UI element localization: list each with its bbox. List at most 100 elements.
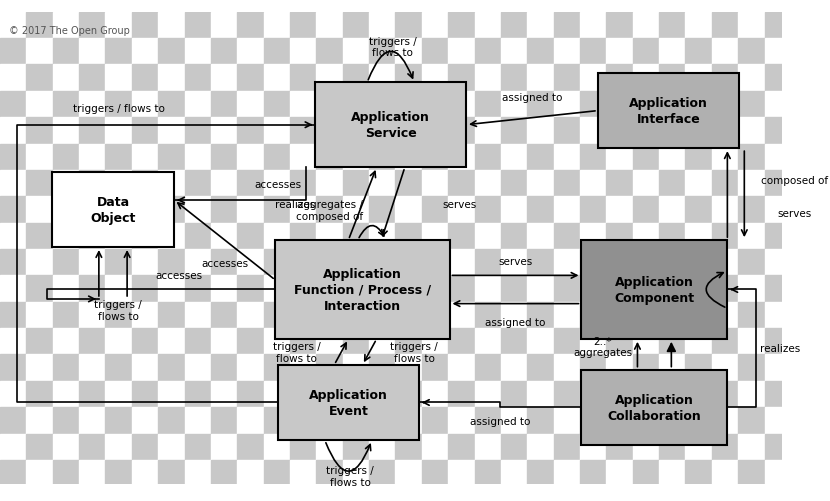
Bar	[343, 92, 369, 118]
Bar	[211, 329, 237, 355]
Bar	[184, 486, 211, 501]
Bar	[316, 197, 343, 223]
Text: Application
Service: Application Service	[351, 111, 430, 140]
Bar	[278, 365, 419, 440]
Bar	[395, 65, 422, 92]
Bar	[738, 407, 764, 434]
Bar	[343, 197, 369, 223]
Bar	[791, 434, 818, 460]
Bar	[53, 276, 79, 302]
Bar	[422, 460, 448, 486]
Bar	[764, 249, 791, 276]
Bar	[607, 434, 632, 460]
Bar	[290, 13, 316, 39]
Bar	[343, 223, 369, 249]
Bar	[395, 144, 422, 170]
Bar	[53, 39, 79, 65]
Bar	[316, 407, 343, 434]
Bar	[132, 302, 159, 329]
Bar	[607, 39, 632, 65]
Bar	[276, 240, 450, 339]
Bar	[712, 381, 738, 407]
Bar	[712, 434, 738, 460]
Bar	[211, 486, 237, 501]
Bar	[527, 39, 554, 65]
Bar	[791, 92, 818, 118]
Bar	[184, 381, 211, 407]
Bar	[764, 302, 791, 329]
Bar	[343, 276, 369, 302]
Bar	[79, 355, 105, 381]
Bar	[659, 92, 686, 118]
Bar	[791, 460, 818, 486]
Bar	[686, 381, 712, 407]
Bar	[105, 434, 132, 460]
Bar	[237, 39, 264, 65]
Bar	[27, 329, 53, 355]
Bar	[0, 329, 27, 355]
Bar	[448, 486, 475, 501]
Bar	[105, 223, 132, 249]
Bar	[791, 144, 818, 170]
Bar	[738, 13, 764, 39]
Bar	[738, 39, 764, 65]
Bar	[184, 249, 211, 276]
Bar	[582, 370, 727, 445]
Bar	[316, 355, 343, 381]
Bar	[395, 276, 422, 302]
Bar	[554, 381, 580, 407]
Bar	[343, 329, 369, 355]
Bar	[580, 118, 607, 144]
Bar	[475, 460, 501, 486]
Bar	[554, 329, 580, 355]
Text: triggers /
flows to: triggers / flows to	[273, 341, 320, 363]
Bar	[0, 460, 27, 486]
Bar	[343, 170, 369, 197]
Text: triggers /
flows to: triggers / flows to	[390, 341, 438, 363]
Bar	[422, 329, 448, 355]
Bar	[659, 434, 686, 460]
Bar	[686, 249, 712, 276]
Bar	[607, 486, 632, 501]
Bar	[343, 65, 369, 92]
Bar	[237, 407, 264, 434]
Bar	[264, 407, 290, 434]
Bar	[527, 65, 554, 92]
Bar	[475, 302, 501, 329]
Bar	[712, 460, 738, 486]
Bar	[527, 197, 554, 223]
Bar	[686, 13, 712, 39]
Bar	[501, 223, 527, 249]
Bar	[527, 434, 554, 460]
Bar	[527, 355, 554, 381]
Bar	[395, 407, 422, 434]
Bar	[764, 276, 791, 302]
Bar	[290, 144, 316, 170]
Bar	[448, 249, 475, 276]
Bar	[0, 118, 27, 144]
Bar	[132, 197, 159, 223]
Text: triggers /
flows to: triggers / flows to	[326, 465, 374, 487]
Bar	[53, 407, 79, 434]
Bar	[369, 39, 395, 65]
Bar	[580, 249, 607, 276]
Bar	[184, 92, 211, 118]
Bar	[712, 13, 738, 39]
Bar	[738, 486, 764, 501]
Bar	[475, 118, 501, 144]
Bar	[79, 92, 105, 118]
Bar	[712, 39, 738, 65]
Bar	[79, 434, 105, 460]
Bar	[27, 197, 53, 223]
Bar	[79, 197, 105, 223]
Bar	[554, 65, 580, 92]
Bar	[712, 92, 738, 118]
Bar	[764, 223, 791, 249]
Bar	[290, 276, 316, 302]
Bar	[686, 223, 712, 249]
Bar	[712, 249, 738, 276]
Bar	[475, 13, 501, 39]
Bar	[237, 460, 264, 486]
Bar	[316, 170, 343, 197]
Bar	[475, 197, 501, 223]
